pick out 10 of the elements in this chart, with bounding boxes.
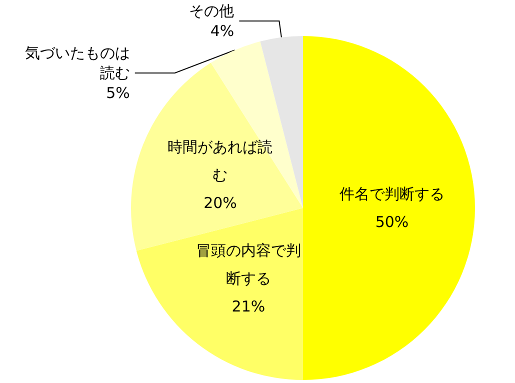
data-label: 50%	[375, 213, 409, 231]
slice-label: 気づいたものは読む	[24, 44, 130, 82]
slice-label: 時間があれば読む	[168, 138, 273, 184]
slice-label: 冒頭の内容で判断する	[196, 241, 301, 288]
data-label: 21%	[232, 297, 266, 316]
data-label: 4%	[210, 22, 234, 40]
data-label: 5%	[106, 84, 130, 102]
slice-label: 件名で判断する	[340, 185, 444, 203]
data-label: 20%	[204, 194, 237, 212]
slice-label: その他	[189, 2, 234, 20]
